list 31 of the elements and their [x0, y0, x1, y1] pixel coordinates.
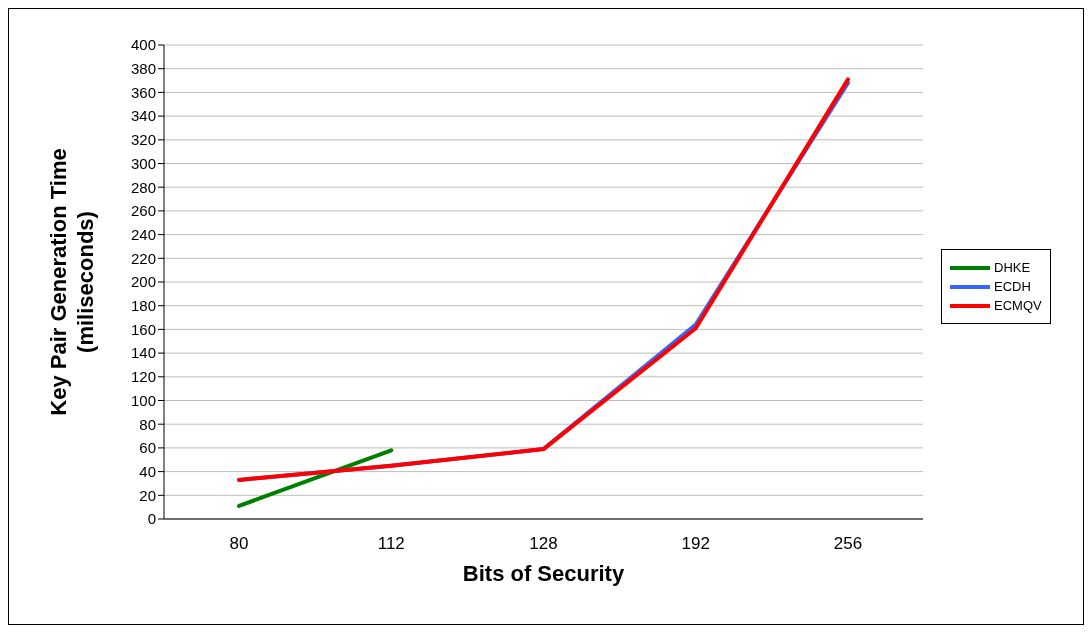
y-tick-label: 80	[139, 415, 156, 433]
y-tick-label: 100	[130, 391, 156, 409]
y-tick-label: 140	[130, 344, 156, 362]
y-tick-label: 180	[130, 297, 156, 315]
y-tick-label: 160	[130, 320, 156, 338]
legend-label: ECMQV	[994, 298, 1042, 313]
x-tick-label: 128	[529, 534, 558, 554]
y-tick-label: 220	[130, 249, 156, 267]
y-tick-label: 280	[130, 178, 156, 196]
y-tick-label: 380	[130, 60, 156, 78]
y-tick-label: 240	[130, 225, 156, 243]
y-tick-label: 260	[130, 202, 156, 220]
x-tick-label: 256	[833, 534, 863, 554]
y-tick-label: 120	[130, 368, 156, 386]
y-tick-label: 60	[139, 439, 156, 457]
legend-label: DHKE	[994, 260, 1031, 275]
y-tick-label: 300	[130, 154, 156, 172]
y-tick-label: 340	[130, 107, 156, 125]
y-tick-label: 200	[130, 273, 156, 291]
y-tick-label: 0	[147, 510, 156, 528]
y-tick-label: 20	[139, 486, 156, 504]
y-axis-title: Key Pair Generation Time (miliseconds)	[46, 148, 98, 416]
y-tick-label: 40	[139, 462, 156, 480]
y-tick-label: 400	[130, 36, 156, 54]
x-axis-title: Bits of Security	[462, 561, 625, 586]
x-tick-label: 80	[229, 534, 249, 554]
y-tick-label: 360	[130, 83, 156, 101]
x-tick-label: 112	[377, 534, 405, 554]
x-tick-label: 192	[681, 534, 710, 554]
legend-label: ECDH	[994, 279, 1031, 294]
y-tick-label: 320	[130, 131, 156, 149]
